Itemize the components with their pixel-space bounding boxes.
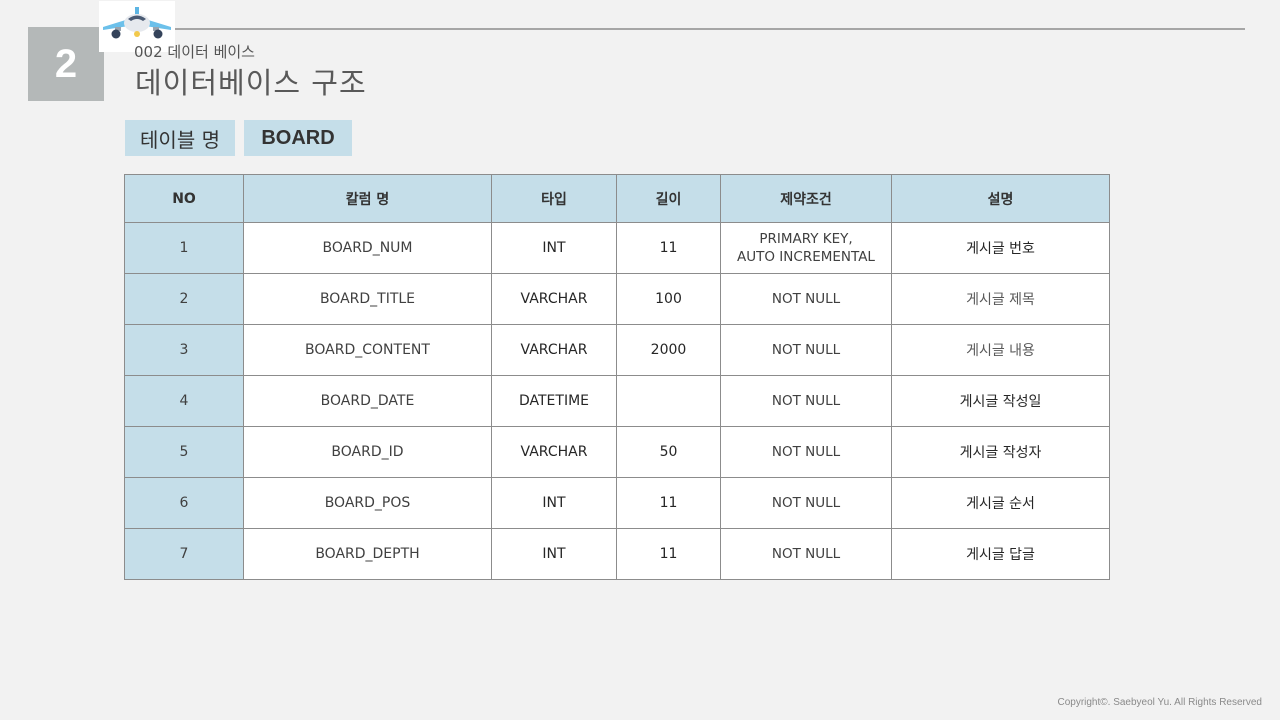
cell-length: 11 xyxy=(616,222,721,274)
column-header-description: 설명 xyxy=(891,174,1110,223)
cell-description: 게시글 순서 xyxy=(891,477,1110,529)
cell-length: 11 xyxy=(616,528,721,580)
table-name-value: BOARD xyxy=(244,120,352,156)
table-row: 4 BOARD_DATE DATETIME NOT NULL 게시글 작성일 xyxy=(124,375,1110,427)
cell-length: 50 xyxy=(616,426,721,478)
cell-column-name: BOARD_DEPTH xyxy=(243,528,492,580)
cell-column-name: BOARD_TITLE xyxy=(243,273,492,325)
table-header-row: NO 칼럼 명 타입 길이 제약조건 설명 xyxy=(124,174,1110,223)
slide-number-badge: 2 xyxy=(28,27,104,101)
cell-constraint: PRIMARY KEY, AUTO INCREMENTAL xyxy=(720,222,892,274)
cell-no: 3 xyxy=(124,324,244,376)
slide-subtitle: 002 데이터 베이스 xyxy=(134,43,255,61)
column-header-constraint: 제약조건 xyxy=(720,174,892,223)
cell-length xyxy=(616,375,721,427)
cell-constraint: NOT NULL xyxy=(720,273,892,325)
cell-length: 11 xyxy=(616,477,721,529)
cell-description: 게시글 번호 xyxy=(891,222,1110,274)
cell-constraint: NOT NULL xyxy=(720,426,892,478)
schema-table: NO 칼럼 명 타입 길이 제약조건 설명 1 BOARD_NUM INT 11… xyxy=(124,174,1110,580)
cell-column-name: BOARD_ID xyxy=(243,426,492,478)
cell-type: INT xyxy=(491,222,617,274)
cell-length: 100 xyxy=(616,273,721,325)
cell-no: 7 xyxy=(124,528,244,580)
cell-type: VARCHAR xyxy=(491,273,617,325)
cell-no: 6 xyxy=(124,477,244,529)
cell-description: 게시글 답글 xyxy=(891,528,1110,580)
column-header-column-name: 칼럼 명 xyxy=(243,174,492,223)
cell-no: 1 xyxy=(124,222,244,274)
cell-description: 게시글 내용 xyxy=(891,324,1110,376)
cell-constraint: NOT NULL xyxy=(720,528,892,580)
cell-type: VARCHAR xyxy=(491,426,617,478)
airplane-icon xyxy=(99,1,175,52)
column-header-length: 길이 xyxy=(616,174,721,223)
cell-description: 게시글 작성자 xyxy=(891,426,1110,478)
cell-column-name: BOARD_DATE xyxy=(243,375,492,427)
copyright-notice: Copyright©. Saebyeol Yu. All Rights Rese… xyxy=(1057,697,1262,708)
cell-column-name: BOARD_NUM xyxy=(243,222,492,274)
slide-title: 데이터베이스 구조 xyxy=(135,66,367,100)
cell-description: 게시글 제목 xyxy=(891,273,1110,325)
cell-type: VARCHAR xyxy=(491,324,617,376)
table-row: 6 BOARD_POS INT 11 NOT NULL 게시글 순서 xyxy=(124,477,1110,529)
cell-no: 2 xyxy=(124,273,244,325)
table-row: 2 BOARD_TITLE VARCHAR 100 NOT NULL 게시글 제… xyxy=(124,273,1110,325)
table-row: 1 BOARD_NUM INT 11 PRIMARY KEY, AUTO INCR… xyxy=(124,222,1110,274)
constraint-line-2: AUTO INCREMENTAL xyxy=(737,249,875,265)
top-divider xyxy=(175,28,1245,30)
cell-description: 게시글 작성일 xyxy=(891,375,1110,427)
constraint-line-1: PRIMARY KEY, xyxy=(759,231,853,247)
cell-no: 4 xyxy=(124,375,244,427)
table-row: 3 BOARD_CONTENT VARCHAR 2000 NOT NULL 게시… xyxy=(124,324,1110,376)
table-row: 5 BOARD_ID VARCHAR 50 NOT NULL 게시글 작성자 xyxy=(124,426,1110,478)
cell-no: 5 xyxy=(124,426,244,478)
cell-constraint: NOT NULL xyxy=(720,324,892,376)
cell-type: DATETIME xyxy=(491,375,617,427)
column-header-type: 타입 xyxy=(491,174,617,223)
cell-constraint: NOT NULL xyxy=(720,477,892,529)
cell-length: 2000 xyxy=(616,324,721,376)
table-name-label: 테이블 명 xyxy=(125,120,235,156)
table-row: 7 BOARD_DEPTH INT 11 NOT NULL 게시글 답글 xyxy=(124,528,1110,580)
cell-column-name: BOARD_POS xyxy=(243,477,492,529)
cell-column-name: BOARD_CONTENT xyxy=(243,324,492,376)
cell-constraint: NOT NULL xyxy=(720,375,892,427)
cell-type: INT xyxy=(491,477,617,529)
cell-type: INT xyxy=(491,528,617,580)
column-header-no: NO xyxy=(124,174,244,223)
